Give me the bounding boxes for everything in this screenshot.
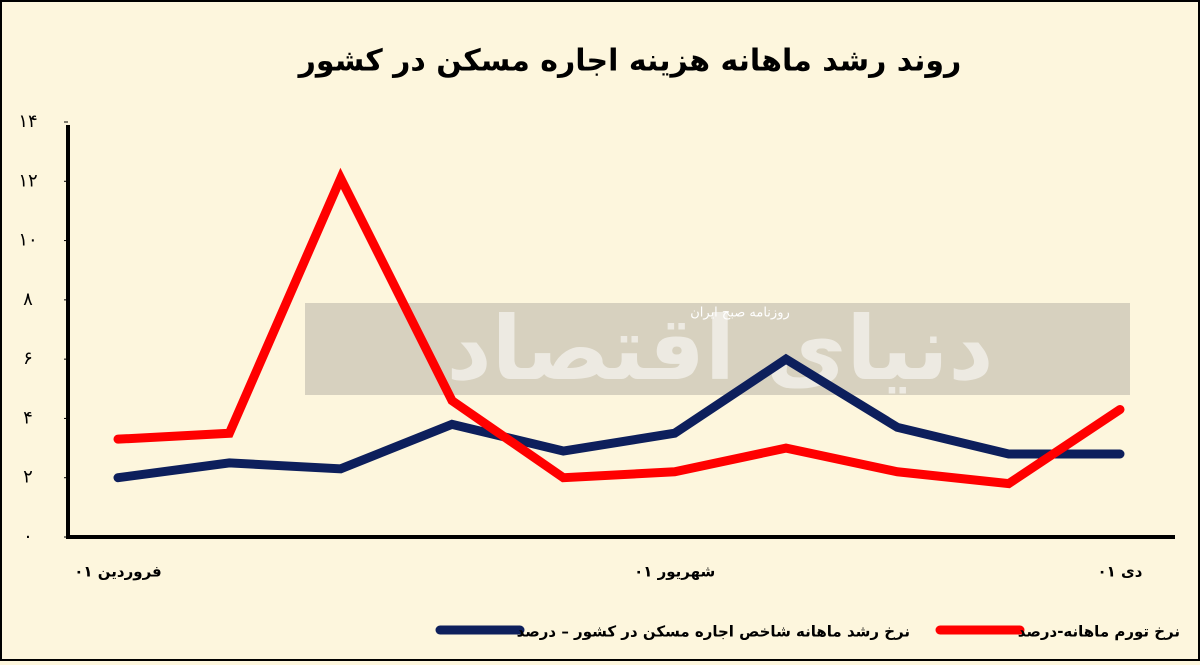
y-tick-label: ۲ xyxy=(23,467,33,488)
x-tick-label: شهریور ۰۱ xyxy=(634,563,715,581)
y-tick-label: ۱۰ xyxy=(18,230,37,251)
legend-label: نرخ تورم ماهانه-درصد xyxy=(1018,623,1180,641)
watermark-subtitle: روزنامه صبح ایران xyxy=(690,306,790,321)
y-tick-label: ۰ xyxy=(23,526,33,547)
y-tick-label: ۶ xyxy=(23,348,33,369)
series-line xyxy=(113,353,1125,483)
y-tick-label: ۱۲ xyxy=(18,170,37,191)
chart-title: روند رشد ماهانه هزینه اجاره مسکن در کشور xyxy=(297,44,962,79)
x-tick-label: فروردین ۰۱ xyxy=(74,563,161,581)
series-line xyxy=(113,167,1125,489)
watermark: دنیای اقتصاد xyxy=(446,297,993,400)
x-tick-label: دی ۰۱ xyxy=(1098,563,1143,581)
y-tick-label: ۱۴ xyxy=(18,111,37,132)
y-tick-label: ۴ xyxy=(23,407,33,428)
legend-label: نرخ رشد ماهانه شاخص اجاره مسکن در کشور –… xyxy=(517,623,910,641)
y-tick-label: ۸ xyxy=(23,289,33,310)
